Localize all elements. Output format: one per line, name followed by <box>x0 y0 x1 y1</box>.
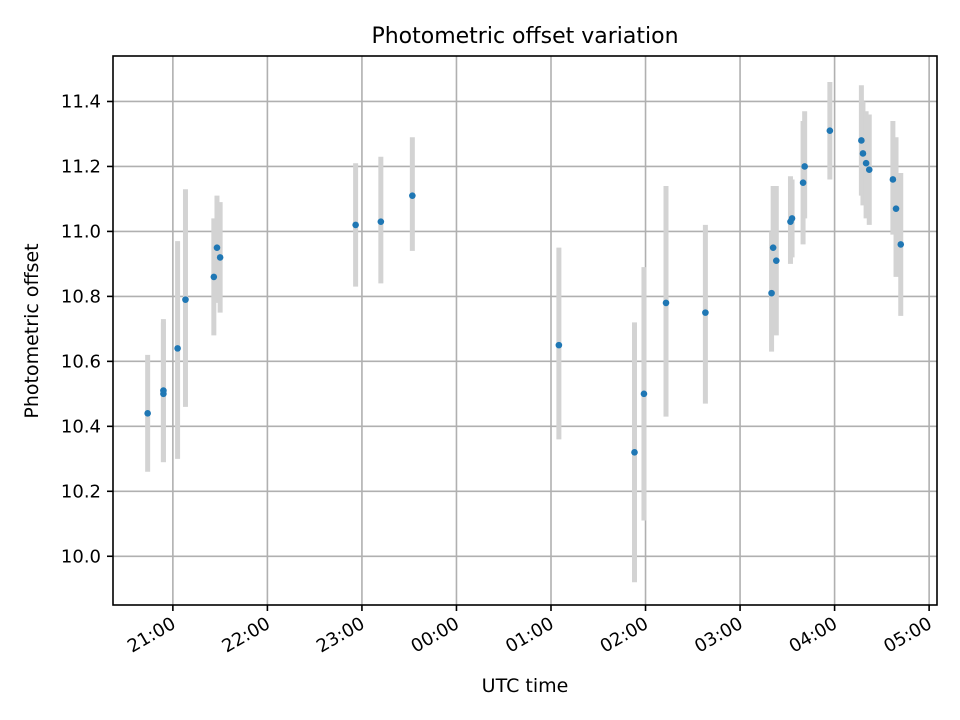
data-point <box>555 341 563 349</box>
x-axis-label: UTC time <box>482 675 569 697</box>
data-point <box>210 273 218 281</box>
y-tick-label: 10.0 <box>61 546 101 567</box>
data-point <box>409 192 416 199</box>
data-point <box>144 410 151 417</box>
data-point <box>213 244 221 251</box>
y-tick-label: 10.4 <box>61 416 101 437</box>
data-point <box>862 159 870 167</box>
data-point <box>826 127 834 135</box>
data-point <box>174 345 181 352</box>
data-point <box>216 254 224 261</box>
data-point <box>889 176 897 183</box>
data-point <box>377 218 385 225</box>
y-tick-label: 10.6 <box>61 351 101 372</box>
y-tick-label: 10.2 <box>61 481 101 502</box>
data-point <box>640 390 648 398</box>
data-point <box>772 257 780 264</box>
plot-frame <box>112 55 938 606</box>
data-point <box>892 205 900 212</box>
data-point <box>799 179 807 186</box>
data-point <box>631 449 638 456</box>
y-tick-label: 11.2 <box>61 156 101 177</box>
data-points <box>144 127 905 456</box>
data-point <box>897 241 905 248</box>
y-axis-label: Photometric offset <box>21 243 43 418</box>
y-tick-label: 11.4 <box>61 91 101 112</box>
chart-title: Photometric offset variation <box>371 24 678 49</box>
data-point <box>859 150 867 157</box>
data-point <box>352 221 359 229</box>
data-point <box>788 215 796 222</box>
y-tick-label: 10.8 <box>61 286 101 307</box>
data-point <box>182 296 189 303</box>
data-point <box>160 390 167 398</box>
data-point <box>662 299 670 307</box>
y-tick-label: 11.0 <box>61 221 101 242</box>
data-point <box>702 309 709 316</box>
data-point <box>858 137 865 144</box>
data-point <box>769 244 777 251</box>
data-point <box>768 289 775 297</box>
data-point <box>801 163 808 170</box>
data-point <box>865 166 873 173</box>
